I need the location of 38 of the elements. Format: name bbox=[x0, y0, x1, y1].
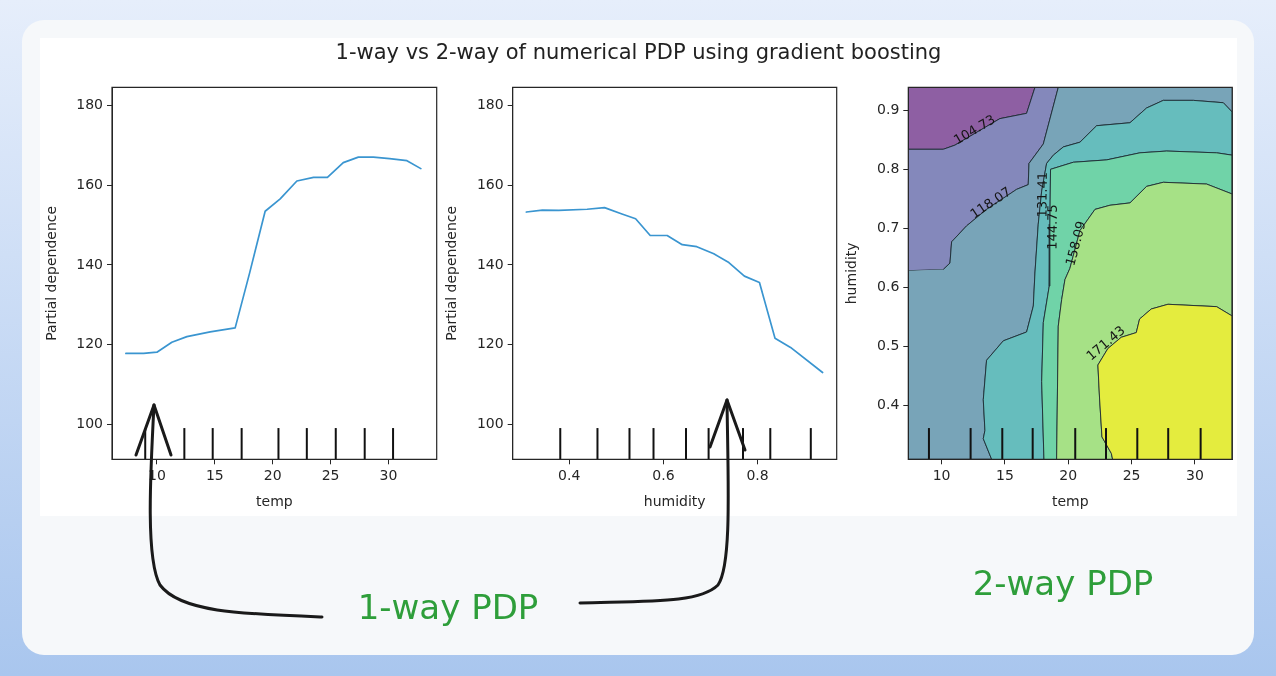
y-tick-label: 100 bbox=[476, 414, 504, 431]
x-axis-title: temp bbox=[256, 493, 293, 510]
x-tick-label: 30 bbox=[1186, 467, 1204, 484]
x-tick-label: 0.4 bbox=[558, 467, 581, 484]
y-axis-title: Partial dependence bbox=[43, 205, 60, 341]
annotation: 158.09 bbox=[1062, 219, 1089, 268]
y-tick-label: 0.4 bbox=[877, 395, 900, 412]
x-axis-title: temp bbox=[1051, 493, 1089, 510]
x-tick-label: 25 bbox=[1122, 467, 1141, 484]
y-tick-label: 180 bbox=[76, 96, 103, 113]
x-tick-label: 15 bbox=[205, 467, 224, 484]
y-tick-label: 100 bbox=[76, 414, 103, 431]
x-tick-label: 15 bbox=[996, 467, 1014, 484]
text: 1-way vs 2-way of numerical PDP using gradient boosting bbox=[334, 40, 943, 64]
y-tick-label: 0.5 bbox=[877, 336, 900, 353]
y-tick-label: 120 bbox=[76, 335, 103, 352]
y-tick-label: 140 bbox=[76, 255, 103, 272]
x-tick-label: 20 bbox=[1059, 467, 1078, 484]
y-tick-label: 120 bbox=[476, 335, 504, 352]
text: 1-way PDP bbox=[357, 587, 539, 627]
y-tick-label: 0.7 bbox=[877, 218, 900, 235]
y-axis-title: humidity bbox=[843, 242, 860, 305]
text: 2-way PDP bbox=[972, 563, 1154, 603]
y-axis-title: Partial dependence bbox=[443, 205, 460, 341]
y-tick-label: 0.6 bbox=[877, 277, 900, 294]
y-tick-label: 160 bbox=[476, 175, 504, 192]
x-tick-label: 25 bbox=[321, 467, 340, 484]
x-axis-title: humidity bbox=[643, 493, 706, 510]
x-tick-label: 0.8 bbox=[746, 467, 769, 484]
x-tick-label: 20 bbox=[263, 467, 282, 484]
x-tick-label: 30 bbox=[379, 467, 398, 484]
x-tick-label: 0.6 bbox=[652, 467, 675, 484]
y-tick-label: 0.9 bbox=[877, 101, 900, 118]
x-tick-label: 10 bbox=[932, 467, 951, 484]
y-tick-label: 140 bbox=[476, 255, 504, 272]
y-tick-label: 0.8 bbox=[877, 159, 900, 176]
y-tick-label: 180 bbox=[476, 96, 504, 113]
y-tick-label: 160 bbox=[76, 175, 103, 192]
